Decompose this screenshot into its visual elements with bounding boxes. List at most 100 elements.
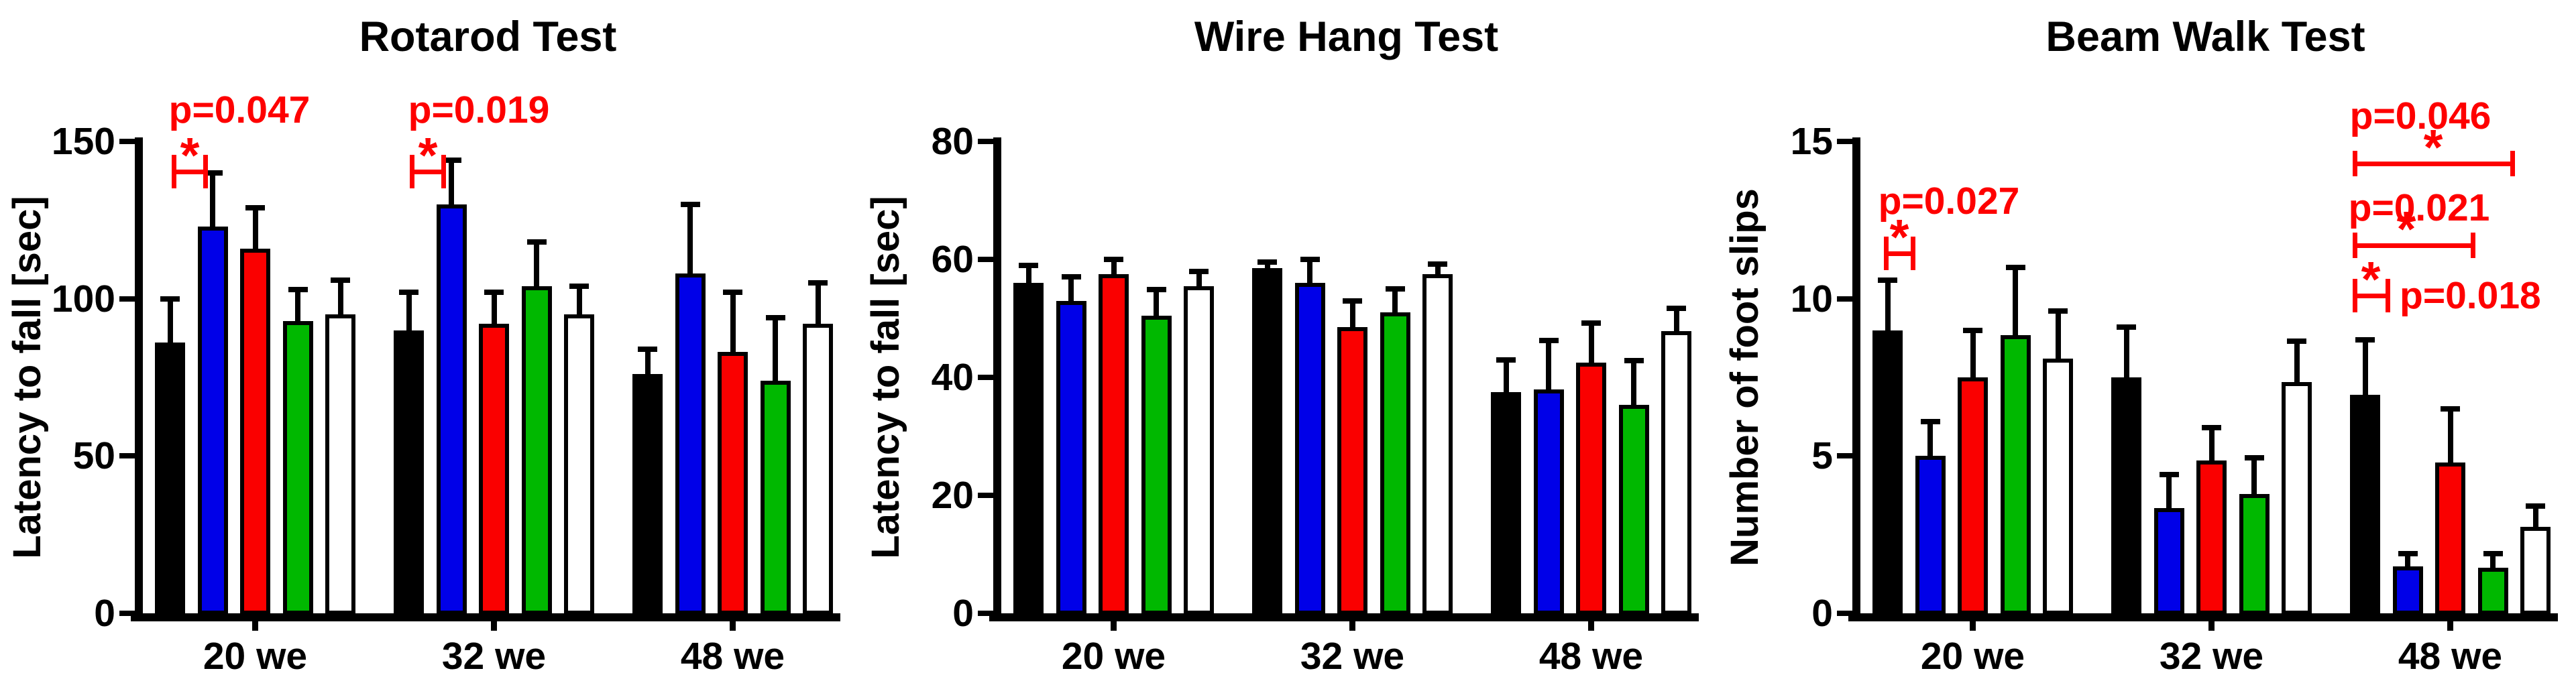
bar-red-48we [718,352,748,615]
y-tick-label: 15 [1790,120,1833,163]
bar-green-20we [2000,334,2031,615]
x-tick [2208,621,2215,631]
y-tick-label: 20 [931,474,974,517]
y-tick-label: 0 [1811,592,1833,635]
error-bar-cap [2483,550,2503,556]
y-tick [119,453,135,459]
x-group-label: 20 we [203,635,308,678]
y-tick [119,296,135,302]
error-bar-cap [680,201,700,207]
error-bar-cap [441,158,461,164]
y-tick-label: 0 [952,592,974,635]
bar-white-20we [325,314,355,615]
error-bar-whisker [2123,326,2129,387]
bar-blue-48we [675,273,706,615]
bar-blue-20we [197,226,228,615]
sig-asterisk: * [2396,200,2416,257]
sig-bracket-line [410,169,446,174]
error-bar-whisker [2166,475,2172,517]
bar-red-32we [2196,460,2227,615]
error-bar-cap [1496,357,1516,363]
error-bar-cap [526,239,547,245]
x-tick [1349,621,1355,631]
error-bar-cap [1343,298,1362,304]
x-group-label: 32 we [2159,635,2264,678]
error-bar-whisker [2490,553,2496,577]
error-bar-whisker [1435,264,1441,284]
sig-p-label: p=0.046 [2349,95,2491,138]
sig-bracket-line [1884,251,1915,256]
error-bar-cap [569,283,589,289]
bar-blue-48we [2392,566,2423,615]
error-bar-whisker [687,204,693,284]
error-bar-cap [1878,277,1897,283]
error-bar-cap [1019,262,1038,268]
x-tick [2447,621,2453,631]
bar-white-32we [2282,382,2312,615]
sig-bracket-end-tick [1911,236,1915,270]
error-bar-cap [723,290,742,296]
y-tick [978,493,993,498]
bar-blue-48we [1533,389,1564,615]
error-bar-cap [2202,425,2221,431]
error-bar-cap [1581,320,1601,326]
bar-black-20we [155,343,185,615]
bar-green-20we [1141,315,1172,615]
x-tick [1588,621,1594,631]
error-bar-cap [1963,327,1982,333]
error-bar-whisker [295,289,300,330]
bar-black-20we [1013,283,1044,615]
error-bar-cap [1624,358,1644,364]
bar-red-32we [1337,327,1367,615]
sig-bracket-end-tick [203,154,208,188]
bar-blue-32we [1294,283,1325,615]
x-axis-line [131,613,840,621]
sig-p-label: p=0.027 [1878,180,2020,223]
error-bar-cap [1300,257,1320,262]
error-bar-whisker [1588,323,1594,372]
chart-panel-rotarod-test: Rotarod Test Latency to fall [sec] 0 50 100 1… [0,0,858,679]
error-bar-whisker [1392,289,1398,322]
bar-red-48we [1576,363,1606,615]
bar-black-48we [632,374,663,615]
y-tick-label: 60 [931,238,974,281]
y-axis-label: Latency to fall [sec] [5,196,49,559]
bar-white-48we [803,324,833,615]
error-bar-whisker [406,292,412,340]
sig-bracket-end-tick [2510,150,2515,176]
x-tick [730,621,736,631]
error-bar-whisker [815,283,821,334]
sig-bracket-end-tick [172,154,176,188]
error-bar-whisker [2208,428,2215,471]
bar-red-48we [2435,462,2465,615]
error-bar-whisker [1349,300,1355,337]
error-bar-whisker [2294,341,2300,392]
error-bar-whisker [252,207,258,258]
error-bar-cap [2441,406,2460,412]
error-bar-cap [1538,337,1559,343]
x-group-label: 20 we [1061,635,1166,678]
error-bar-cap [1385,286,1405,292]
chart-title: Wire Hang Test [1194,13,1499,60]
error-bar-whisker [645,349,651,384]
bar-green-32we [1380,312,1410,615]
bar-white-48we [1661,331,1691,615]
error-bar-whisker [1025,265,1031,293]
x-tick [1970,621,1976,631]
error-bar-cap [2159,472,2179,478]
chart-panel-wire-hang-test: Wire Hang Test Latency to fall [sec] 0 20 40… [858,0,1717,679]
sig-bracket-end-tick [441,154,446,188]
y-tick [1837,611,1852,616]
error-bar-cap [1257,259,1277,265]
error-bar-whisker [1503,359,1509,402]
y-tick-label: 50 [72,434,115,478]
y-tick [1837,139,1852,144]
x-tick [252,621,258,631]
error-bar-cap [1146,286,1166,292]
y-tick [978,257,993,262]
error-bar-whisker [449,160,454,214]
chart-panel-beam-walk-test: Beam Walk Test Number of foot slips 0 5 10 15… [1718,0,2576,679]
sig-p-label: p=0.021 [2348,186,2490,229]
error-bar-whisker [1111,259,1117,284]
bar-red-20we [1958,377,1988,615]
